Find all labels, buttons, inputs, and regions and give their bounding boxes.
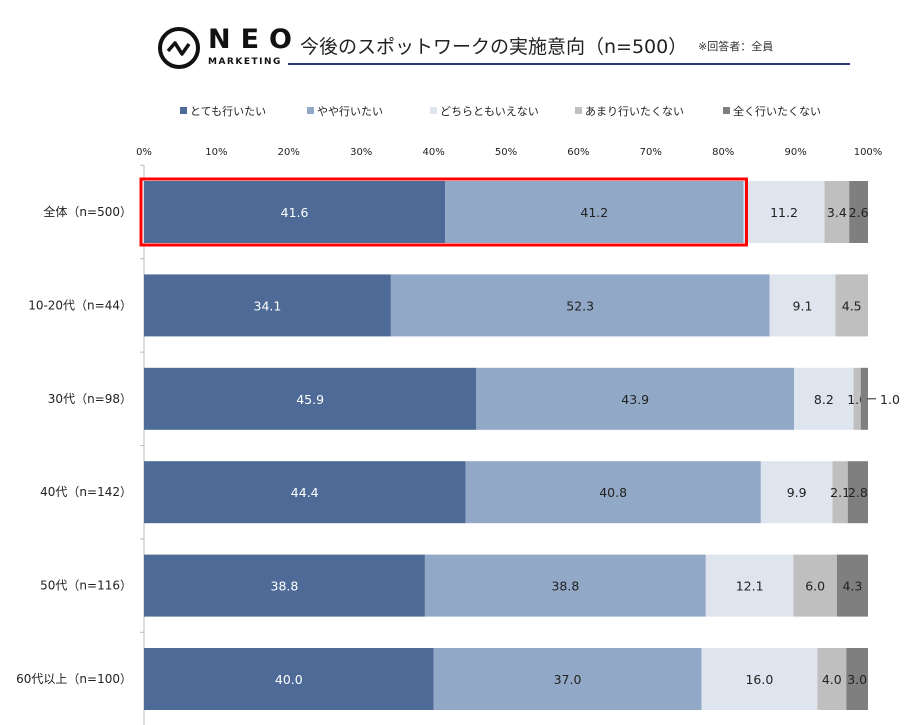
data-label: 3.0 bbox=[847, 672, 867, 687]
data-label: 37.0 bbox=[554, 672, 582, 687]
bar-segment bbox=[836, 554, 868, 617]
data-label: 41.6 bbox=[281, 205, 309, 220]
bar-segment bbox=[793, 554, 837, 617]
x-tick-label: 90% bbox=[784, 147, 806, 158]
bar-segment bbox=[794, 367, 854, 430]
data-label: 4.0 bbox=[822, 672, 842, 687]
category-label: 30代（n=98） bbox=[48, 392, 132, 406]
x-tick-label: 50% bbox=[495, 147, 517, 158]
legend-swatch bbox=[723, 107, 730, 114]
x-tick-label: 40% bbox=[422, 147, 444, 158]
logo-subtext: MARKETING bbox=[208, 57, 282, 67]
bar-segment bbox=[743, 181, 825, 243]
x-tick-label: 100% bbox=[854, 147, 883, 158]
data-label: 40.0 bbox=[275, 672, 303, 687]
data-label: 16.0 bbox=[745, 672, 773, 687]
x-tick-label: 70% bbox=[640, 147, 662, 158]
data-label: 2.8 bbox=[848, 485, 868, 500]
bar-segment bbox=[445, 181, 744, 243]
x-tick-label: 30% bbox=[350, 147, 372, 158]
bar-segment bbox=[433, 648, 702, 710]
bar-segment bbox=[144, 367, 477, 430]
bar-segment bbox=[824, 181, 850, 243]
data-label: 2.1 bbox=[830, 485, 850, 500]
respondent-note: ※回答者：全員 bbox=[698, 40, 774, 53]
chart-title: 今後のスポットワークの実施意向（n=500） bbox=[300, 36, 688, 58]
data-label: 4.3 bbox=[842, 579, 862, 594]
legend-label: あまり行いたくない bbox=[585, 105, 684, 118]
data-label: 41.2 bbox=[580, 205, 608, 220]
bar-segment bbox=[835, 274, 868, 337]
legend-swatch bbox=[307, 107, 314, 114]
data-label: 45.9 bbox=[296, 392, 324, 407]
x-tick-label: 80% bbox=[712, 147, 734, 158]
data-label: 9.1 bbox=[793, 298, 813, 313]
data-label: 12.1 bbox=[736, 579, 764, 594]
bar-segment bbox=[847, 461, 868, 524]
bar-segment bbox=[701, 648, 818, 710]
data-label: 44.4 bbox=[291, 485, 319, 500]
logo-text: NEO bbox=[208, 24, 302, 55]
data-label: 4.5 bbox=[842, 298, 862, 313]
data-label: 8.2 bbox=[814, 392, 834, 407]
data-label: 34.1 bbox=[254, 298, 282, 313]
category-label: 40代（n=142） bbox=[40, 485, 132, 499]
data-label: 52.3 bbox=[566, 298, 594, 313]
data-label: 43.9 bbox=[621, 392, 649, 407]
data-label: 6.0 bbox=[805, 579, 825, 594]
bar-segment bbox=[846, 648, 868, 710]
legend-label: やや行いたい bbox=[317, 105, 383, 118]
legend-label: とても行いたい bbox=[190, 105, 266, 118]
legend-label: 全く行いたくない bbox=[733, 104, 821, 118]
data-label: 11.2 bbox=[770, 205, 798, 220]
bar-segment bbox=[390, 274, 770, 337]
data-label: 40.8 bbox=[599, 485, 627, 500]
title-underline bbox=[288, 63, 850, 65]
bar-segment bbox=[144, 648, 434, 710]
category-label: 10-20代（n=44） bbox=[28, 298, 132, 312]
category-label: 全体（n=500） bbox=[43, 204, 132, 219]
legend-label: どちらともいえない bbox=[440, 105, 539, 118]
x-tick-label: 10% bbox=[205, 147, 227, 158]
data-label: 38.8 bbox=[271, 579, 299, 594]
bar-segment bbox=[476, 367, 795, 430]
bar-segment bbox=[144, 461, 466, 524]
bar-segment bbox=[705, 554, 794, 617]
data-label: 3.4 bbox=[827, 205, 847, 220]
x-tick-label: 0% bbox=[136, 147, 152, 158]
x-tick-label: 20% bbox=[278, 147, 300, 158]
legend-swatch bbox=[180, 107, 187, 114]
legend-swatch bbox=[430, 107, 437, 114]
data-label: 38.8 bbox=[551, 579, 579, 594]
bar-segment bbox=[144, 181, 446, 243]
data-label: 1.0 bbox=[880, 392, 900, 407]
data-label: 2.6 bbox=[849, 205, 869, 220]
bar-segment bbox=[849, 181, 868, 243]
bar-segment bbox=[465, 461, 761, 524]
bar-segment bbox=[424, 554, 706, 617]
bar-segment bbox=[769, 274, 836, 337]
x-tick-label: 60% bbox=[567, 147, 589, 158]
category-label: 50代（n=116） bbox=[40, 579, 132, 593]
neo-logo-icon bbox=[158, 27, 200, 69]
data-label: 9.9 bbox=[787, 485, 807, 500]
category-label: 60代以上（n=100） bbox=[16, 672, 132, 686]
highlight-box bbox=[139, 177, 748, 247]
bar-segment bbox=[760, 461, 833, 524]
bar-segment bbox=[817, 648, 847, 710]
bar-segment bbox=[832, 461, 848, 524]
bar-segment bbox=[144, 274, 391, 337]
bar-segment bbox=[144, 554, 425, 617]
bar-segment bbox=[860, 367, 868, 430]
legend-swatch bbox=[575, 107, 582, 114]
bar-segment bbox=[853, 367, 861, 430]
